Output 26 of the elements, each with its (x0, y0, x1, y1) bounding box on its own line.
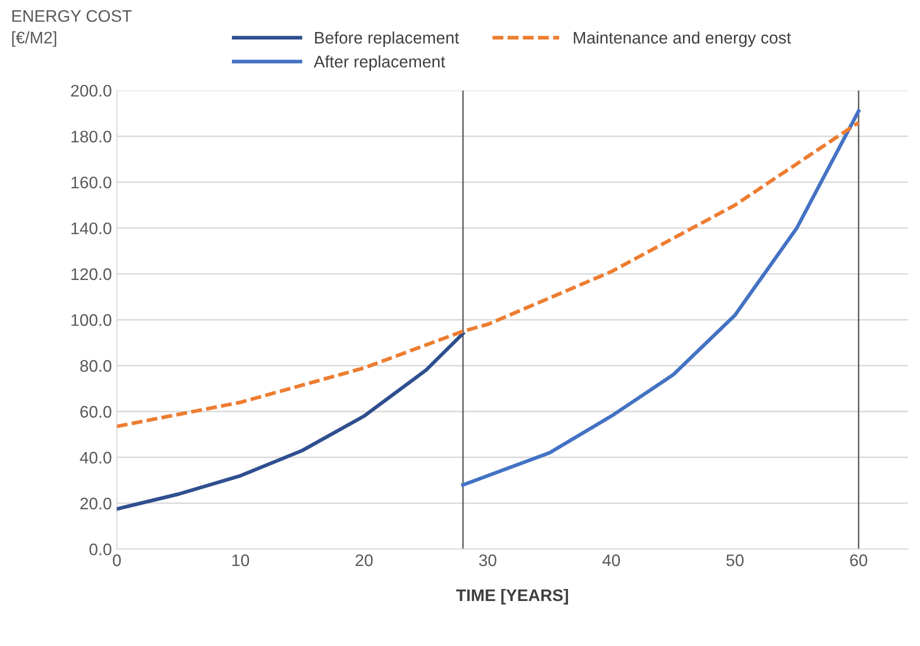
y-axis-title: ENERGY COST [€/M2] (12, 10, 132, 47)
y-tick-label: 80.0 (80, 360, 112, 372)
x-tick-label: 10 (232, 554, 250, 566)
legend-label: After replacement (314, 55, 446, 71)
x-tick-label: 40 (602, 554, 620, 566)
x-tick-label: 50 (726, 554, 744, 566)
y-tick-label: 20.0 (80, 498, 112, 510)
x-axis-title: TIME [YEARS] (456, 588, 568, 604)
line-series (116, 120, 860, 428)
line-series (461, 109, 860, 487)
y-tick-label: 40.0 (80, 452, 112, 464)
y-tick-label: 100.0 (72, 314, 112, 326)
y-tick-label: 120.0 (72, 268, 112, 280)
y-tick-label: 140.0 (72, 222, 112, 234)
x-tick-label: 20 (356, 554, 373, 566)
x-tick-label: 60 (850, 554, 868, 566)
legend-label: Before replacement (315, 31, 460, 47)
line-series (116, 332, 465, 511)
y-tick-label: 160.0 (72, 176, 112, 188)
y-tick-label: 60.0 (80, 406, 112, 418)
y-tick-label: 200.0 (71, 84, 112, 97)
y-tick-label: 180.0 (72, 130, 112, 143)
y-tick-label: 0.0 (89, 544, 112, 556)
legend-label: Maintenance and energy cost (574, 31, 792, 47)
x-tick-label: 30 (479, 554, 496, 566)
x-tick-label: 0 (112, 554, 121, 566)
